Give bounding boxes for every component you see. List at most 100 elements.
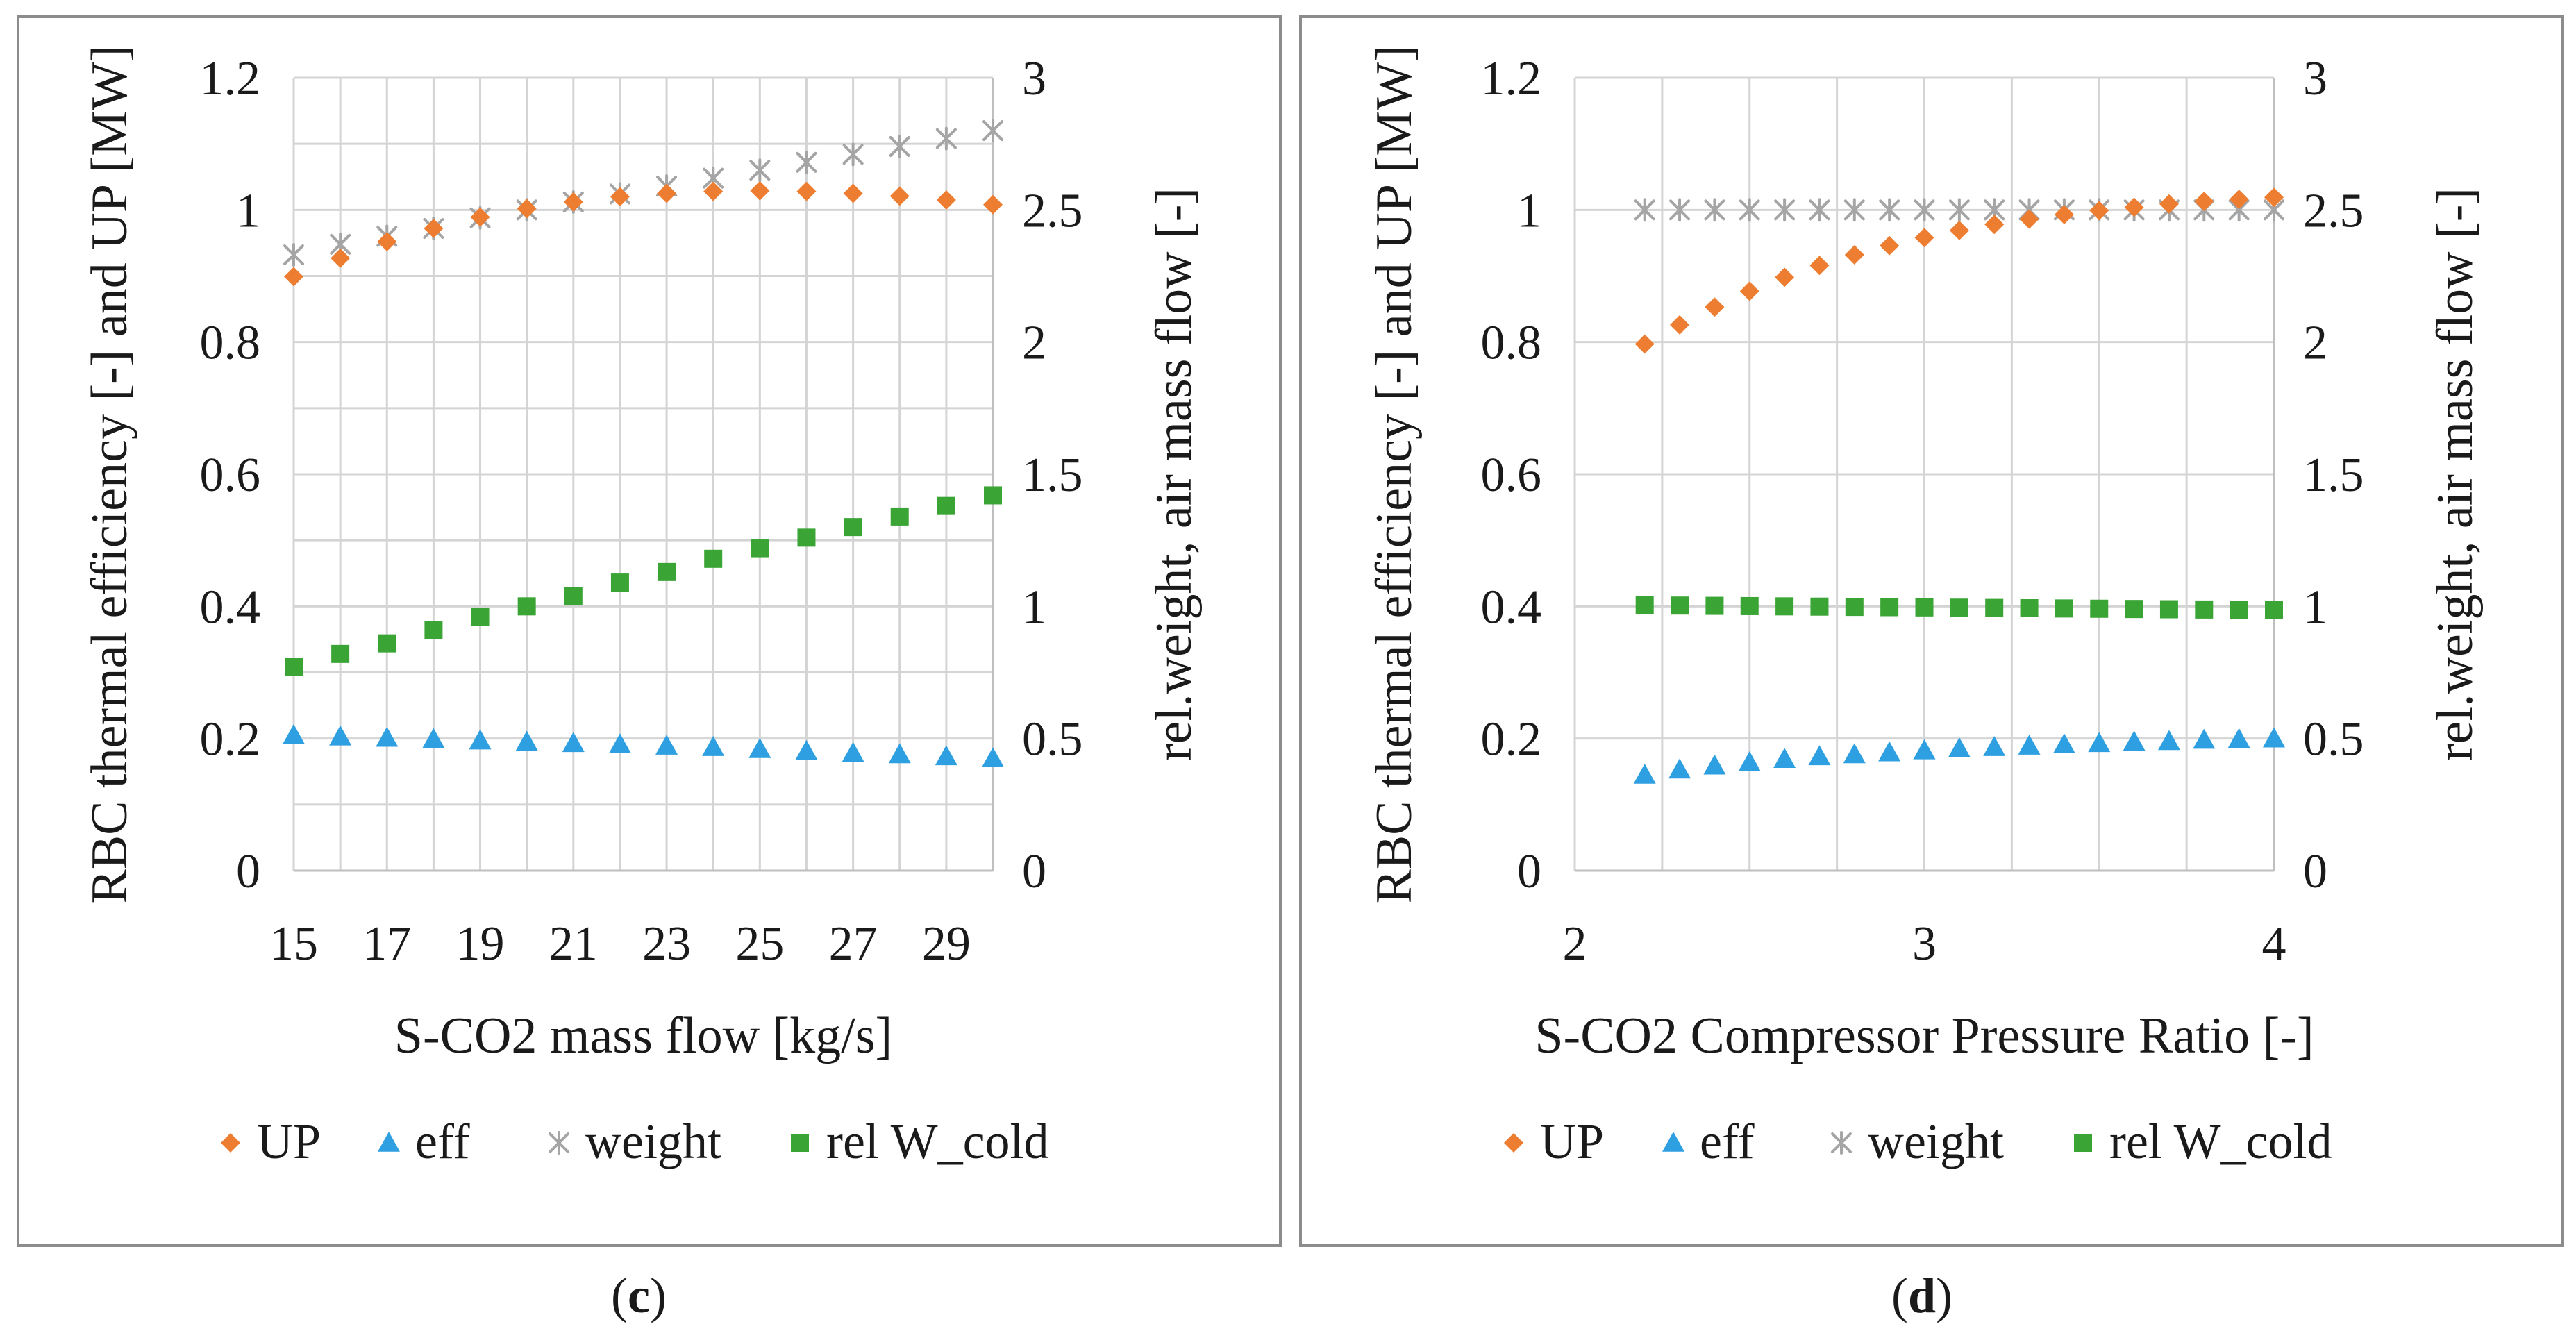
panel-d-point-rel-w-cold <box>2195 600 2214 619</box>
panel-d-point-eff <box>1808 745 1831 766</box>
panel-d-x-tick-label: 2 <box>1563 917 1587 971</box>
panel-c-point-up <box>657 183 677 203</box>
panel-c-point-rel-w-cold <box>471 608 490 626</box>
panel-d-point-rel-w-cold <box>1740 596 1759 615</box>
panel-c-point-rel-w-cold <box>564 587 583 605</box>
panel-d-legend-marker-rel-w-cold <box>2074 1134 2092 1152</box>
panel-d-point-rel-w-cold <box>2230 601 2248 619</box>
panel-c-point-eff <box>888 743 911 764</box>
panel-c-point-up <box>377 232 397 252</box>
panel-d-y-tick-label: 0.2 <box>1481 713 1542 767</box>
panel-d-point-eff <box>1668 758 1691 779</box>
panel-c-point-rel-w-cold <box>517 597 536 616</box>
panel-c-y-tick-label: 0.8 <box>200 317 261 370</box>
panel-c-point-weight <box>842 142 864 167</box>
panel-d-frame <box>1299 15 2564 1247</box>
panel-c-legend: UP eff weight rel W_cold <box>221 1114 1049 1169</box>
panel-d-point-rel-w-cold <box>2055 599 2073 618</box>
panel-d-legend-label-eff: eff <box>1700 1114 1755 1169</box>
panel-d-point-up <box>2229 190 2249 210</box>
panel-c-x-tick-label: 25 <box>735 917 784 971</box>
panel-d-point-eff <box>2263 727 2285 748</box>
panel-c-point-rel-w-cold <box>844 518 862 537</box>
panel-c-point-up <box>470 207 490 227</box>
panel-d-point-up <box>1809 256 1830 276</box>
panel-c-y-tick-label: 1 <box>236 184 260 237</box>
panel-c-y2-tick-label: 2 <box>1022 317 1046 370</box>
panel-d: 0 0.2 0.4 0.6 0.8 1 1.2 0 0.5 1 1.5 2 2.5 3 2 3 4 S-CO2 … <box>1299 15 2564 1247</box>
panel-c-point-rel-w-cold <box>890 507 909 526</box>
panel-d-point-weight <box>1948 198 1970 222</box>
panel-c-point-up <box>284 267 303 287</box>
panel-c-point-eff <box>608 733 631 754</box>
panel-d-point-eff <box>2088 732 2111 753</box>
panel-d-point-eff <box>2052 733 2075 754</box>
panel-d-y-tick-label: 0.4 <box>1481 580 1542 634</box>
panel-d-point-up <box>2089 201 2109 221</box>
panel-c-point-up <box>889 186 910 206</box>
panel-c-y-axis-title: RBC thermal efficiency [-] and UP [MW] <box>81 44 138 903</box>
panel-d-point-weight <box>1774 198 1796 222</box>
panel-c-y2-tick-label: 1.5 <box>1022 449 1083 502</box>
panel-c-y-tick-label: 0.2 <box>200 713 261 767</box>
panel-c-y-tick-label: 0.6 <box>200 449 261 502</box>
panel-c-tick-labels: 0 0.2 0.4 0.6 0.8 1 1.2 0 0.5 1 1.5 2 2.5 3 15 17 19 21 23… <box>200 52 1083 971</box>
panel-c-x-axis-title: S-CO2 mass flow [kg/s] <box>394 1007 892 1064</box>
panel-d-point-up <box>2019 209 2039 229</box>
panel-d-point-eff <box>1703 754 1726 775</box>
panel-c-point-up <box>843 183 863 203</box>
panel-d-point-up <box>1914 228 1934 248</box>
panel-c-point-up <box>703 181 724 201</box>
panel-d-y-tick-label: 0.8 <box>1481 317 1542 370</box>
panel-d-y2-tick-label: 2.5 <box>2303 184 2364 237</box>
panel-d-point-up <box>1844 245 1864 265</box>
panel-c-legend-label-up: UP <box>257 1114 321 1169</box>
panel-c-point-eff <box>469 729 492 750</box>
panel-d-y2-tick-label: 1 <box>2303 580 2327 634</box>
panel-c-point-eff <box>376 726 399 747</box>
panel-d-data-points <box>1633 187 2285 784</box>
panel-d-tick-labels: 0 0.2 0.4 0.6 0.8 1 1.2 0 0.5 1 1.5 2 2.5 3 2 3 4 <box>1481 52 2364 971</box>
panel-c-x-tick-label: 27 <box>829 917 878 971</box>
panel-c-legend-marker-rel-w-cold <box>791 1134 809 1152</box>
panel-d-y-axis-title: RBC thermal efficiency [-] and UP [MW] <box>1366 44 1423 903</box>
panel-c-x-tick-label: 23 <box>642 917 691 971</box>
panel-c-point-up <box>424 218 444 238</box>
panel-d-point-up <box>1880 235 1900 256</box>
panel-c-point-eff <box>422 728 445 748</box>
panel-c-point-rel-w-cold <box>424 621 443 639</box>
panel-c-point-up <box>750 181 770 201</box>
panel-c-x-tick-label: 21 <box>549 917 598 971</box>
panel-d-point-rel-w-cold <box>1775 597 1794 616</box>
panel-c-point-rel-w-cold <box>751 539 769 558</box>
panel-c-y2-tick-label: 3 <box>1022 52 1046 106</box>
panel-d-point-rel-w-cold <box>2125 600 2143 619</box>
panel-d-point-weight <box>1704 198 1725 222</box>
panel-d-point-up <box>1670 315 1690 335</box>
panel-c-point-up <box>936 190 956 210</box>
panel-c-point-weight <box>749 158 771 183</box>
panel-c-point-rel-w-cold <box>984 486 1002 505</box>
panel-d-point-eff <box>1773 748 1796 768</box>
panel-d-y2-tick-label: 0 <box>2303 845 2327 898</box>
panel-c-point-eff <box>748 737 771 758</box>
panel-c-point-rel-w-cold <box>610 573 629 592</box>
panel-c-point-rel-w-cold <box>378 634 396 653</box>
panel-d-y2-axis-title: rel.weight, air mass flow [-] <box>2427 187 2484 761</box>
panel-d-point-rel-w-cold <box>1985 598 2004 617</box>
panel-d-point-rel-w-cold <box>1880 598 1899 617</box>
panel-c-point-rel-w-cold <box>937 496 955 515</box>
panel-d-point-up <box>1984 215 2005 235</box>
panel-d-point-eff <box>1738 751 1761 771</box>
panel-d-point-eff <box>1913 739 1936 760</box>
panel-d-y-tick-label: 0 <box>1517 845 1541 898</box>
panel-c-point-eff <box>562 732 585 753</box>
panel-c-legend-marker-up <box>221 1133 240 1153</box>
panel-d-y2-tick-label: 2 <box>2303 317 2327 370</box>
panel-d-point-up <box>1634 334 1655 354</box>
caption-c: (c) <box>611 1268 667 1323</box>
panel-d-point-weight <box>1809 198 1830 222</box>
panel-d-legend-label-weight: weight <box>1868 1114 2004 1169</box>
panel-d-point-eff <box>1843 743 1866 764</box>
